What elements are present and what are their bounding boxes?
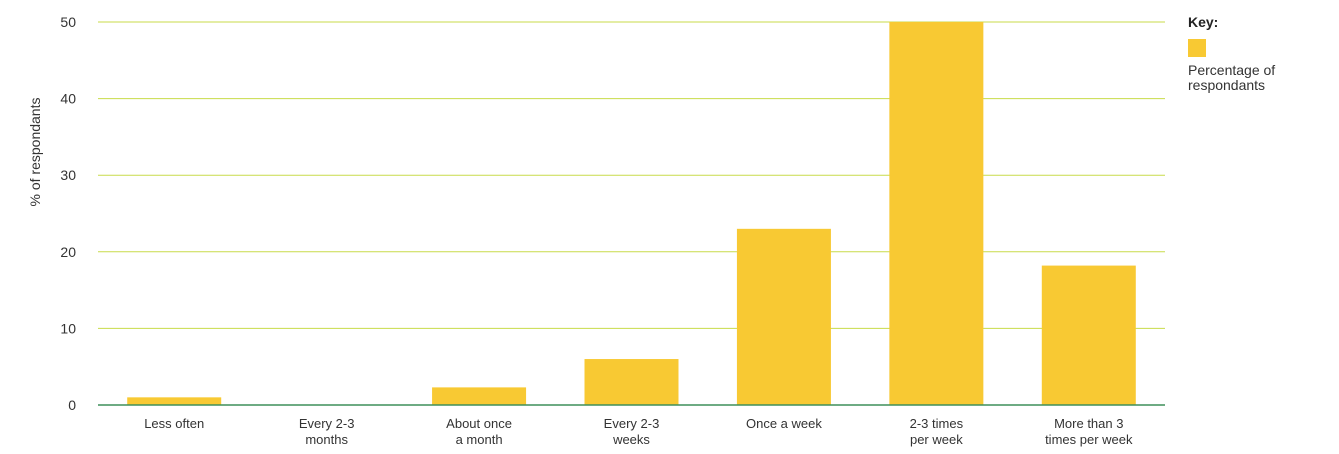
x-tick-label: times per week: [1045, 432, 1133, 447]
y-tick-label: 10: [60, 320, 76, 336]
x-tick-label: More than 3: [1054, 416, 1123, 431]
y-tick-label: 0: [68, 397, 76, 413]
bar: [889, 22, 984, 405]
x-tick-label: weeks: [612, 432, 650, 447]
legend: Key: Percentage of respondants: [1188, 14, 1328, 93]
x-tick-label: a month: [456, 432, 503, 447]
y-tick-label: 50: [60, 14, 76, 30]
legend-title: Key:: [1188, 14, 1219, 30]
x-tick-label: About once: [446, 416, 512, 431]
x-tick-label: Less often: [144, 416, 204, 431]
x-tick-label: Every 2-3: [604, 416, 660, 431]
bar: [432, 387, 527, 405]
x-tick-label: Every 2-3: [299, 416, 355, 431]
x-tick-label: Once a week: [746, 416, 822, 431]
y-axis-title: % of respondants: [27, 98, 43, 207]
y-tick-label: 40: [60, 91, 76, 107]
bar: [584, 359, 679, 405]
bar: [736, 228, 831, 405]
bars: [127, 22, 1136, 405]
y-tick-label: 30: [60, 167, 76, 183]
x-tick-label: months: [305, 432, 348, 447]
legend-swatch: [1188, 39, 1206, 57]
legend-label: Percentage of respondants: [1188, 62, 1276, 93]
bar: [1041, 265, 1136, 405]
bar: [127, 397, 222, 405]
gridlines: [98, 21, 1165, 329]
y-tick-label: 20: [60, 244, 76, 260]
x-tick-label: 2-3 times: [910, 416, 964, 431]
x-tick-label: per week: [910, 432, 963, 447]
